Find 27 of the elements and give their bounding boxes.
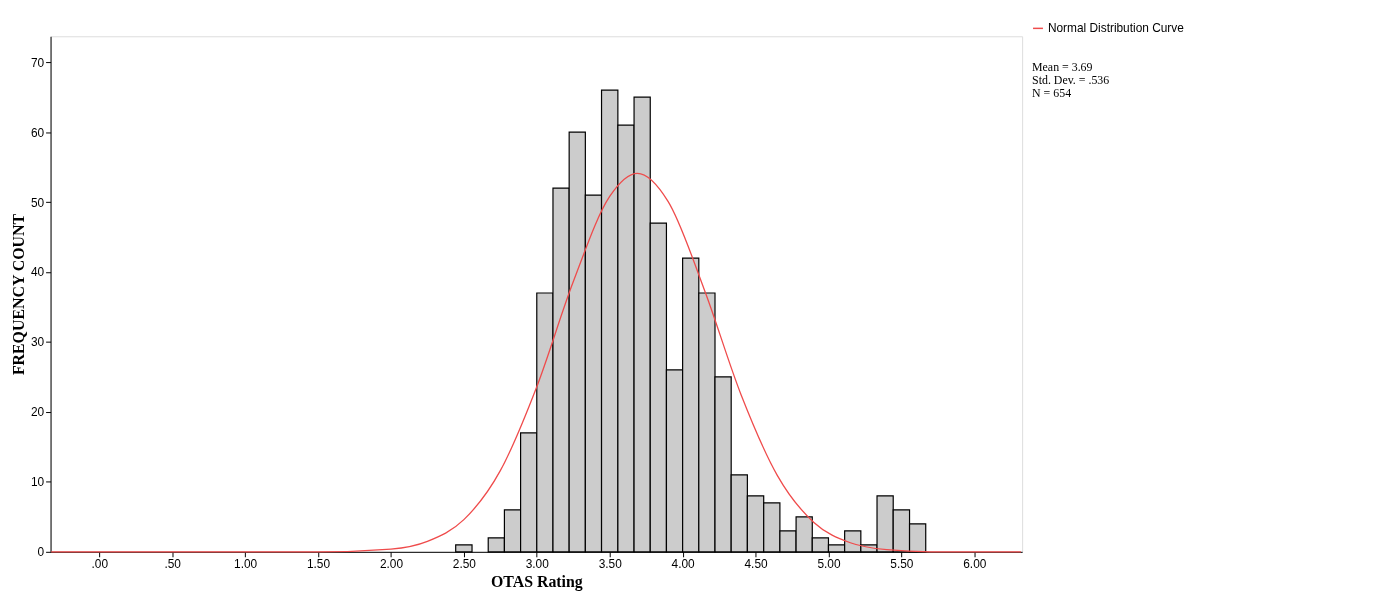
y-tick-label: 30 xyxy=(30,335,45,350)
x-tick-label: 2.00 xyxy=(379,557,404,572)
y-tick-label: 70 xyxy=(30,55,45,70)
x-axis-title: OTAS Rating xyxy=(490,573,583,592)
text: Std. Dev. = .536 xyxy=(1032,72,1110,87)
y-tick-label: 40 xyxy=(30,265,45,280)
text: N = 654 xyxy=(1032,85,1072,100)
x-tick-label: 3.50 xyxy=(598,557,623,572)
y-tick-label: 10 xyxy=(30,475,45,490)
x-tick-label: .00 xyxy=(91,557,109,572)
y-tick-label: 20 xyxy=(30,405,45,420)
x-tick-label: 2.50 xyxy=(452,557,477,572)
y-axis-title: FREQUENCY COUNT xyxy=(9,213,27,376)
x-tick-label: 4.00 xyxy=(671,557,696,572)
x-tick-label: 6.00 xyxy=(963,557,987,572)
x-tick-label: 5.00 xyxy=(817,557,841,572)
x-tick-label: .50 xyxy=(164,557,182,572)
x-tick-label: 5.50 xyxy=(890,557,914,572)
y-tick-label: 60 xyxy=(30,125,45,140)
legend-label: Normal Distribution Curve xyxy=(1047,21,1185,36)
x-tick-label: 3.00 xyxy=(525,557,550,572)
x-tick-label: 1.00 xyxy=(234,557,258,572)
y-tick-label: 0 xyxy=(37,545,45,560)
x-tick-label: 1.50 xyxy=(306,557,331,572)
x-tick-label: 4.50 xyxy=(744,557,768,572)
y-tick-label: 50 xyxy=(30,195,45,210)
text: Mean = 3.69 xyxy=(1032,60,1093,74)
